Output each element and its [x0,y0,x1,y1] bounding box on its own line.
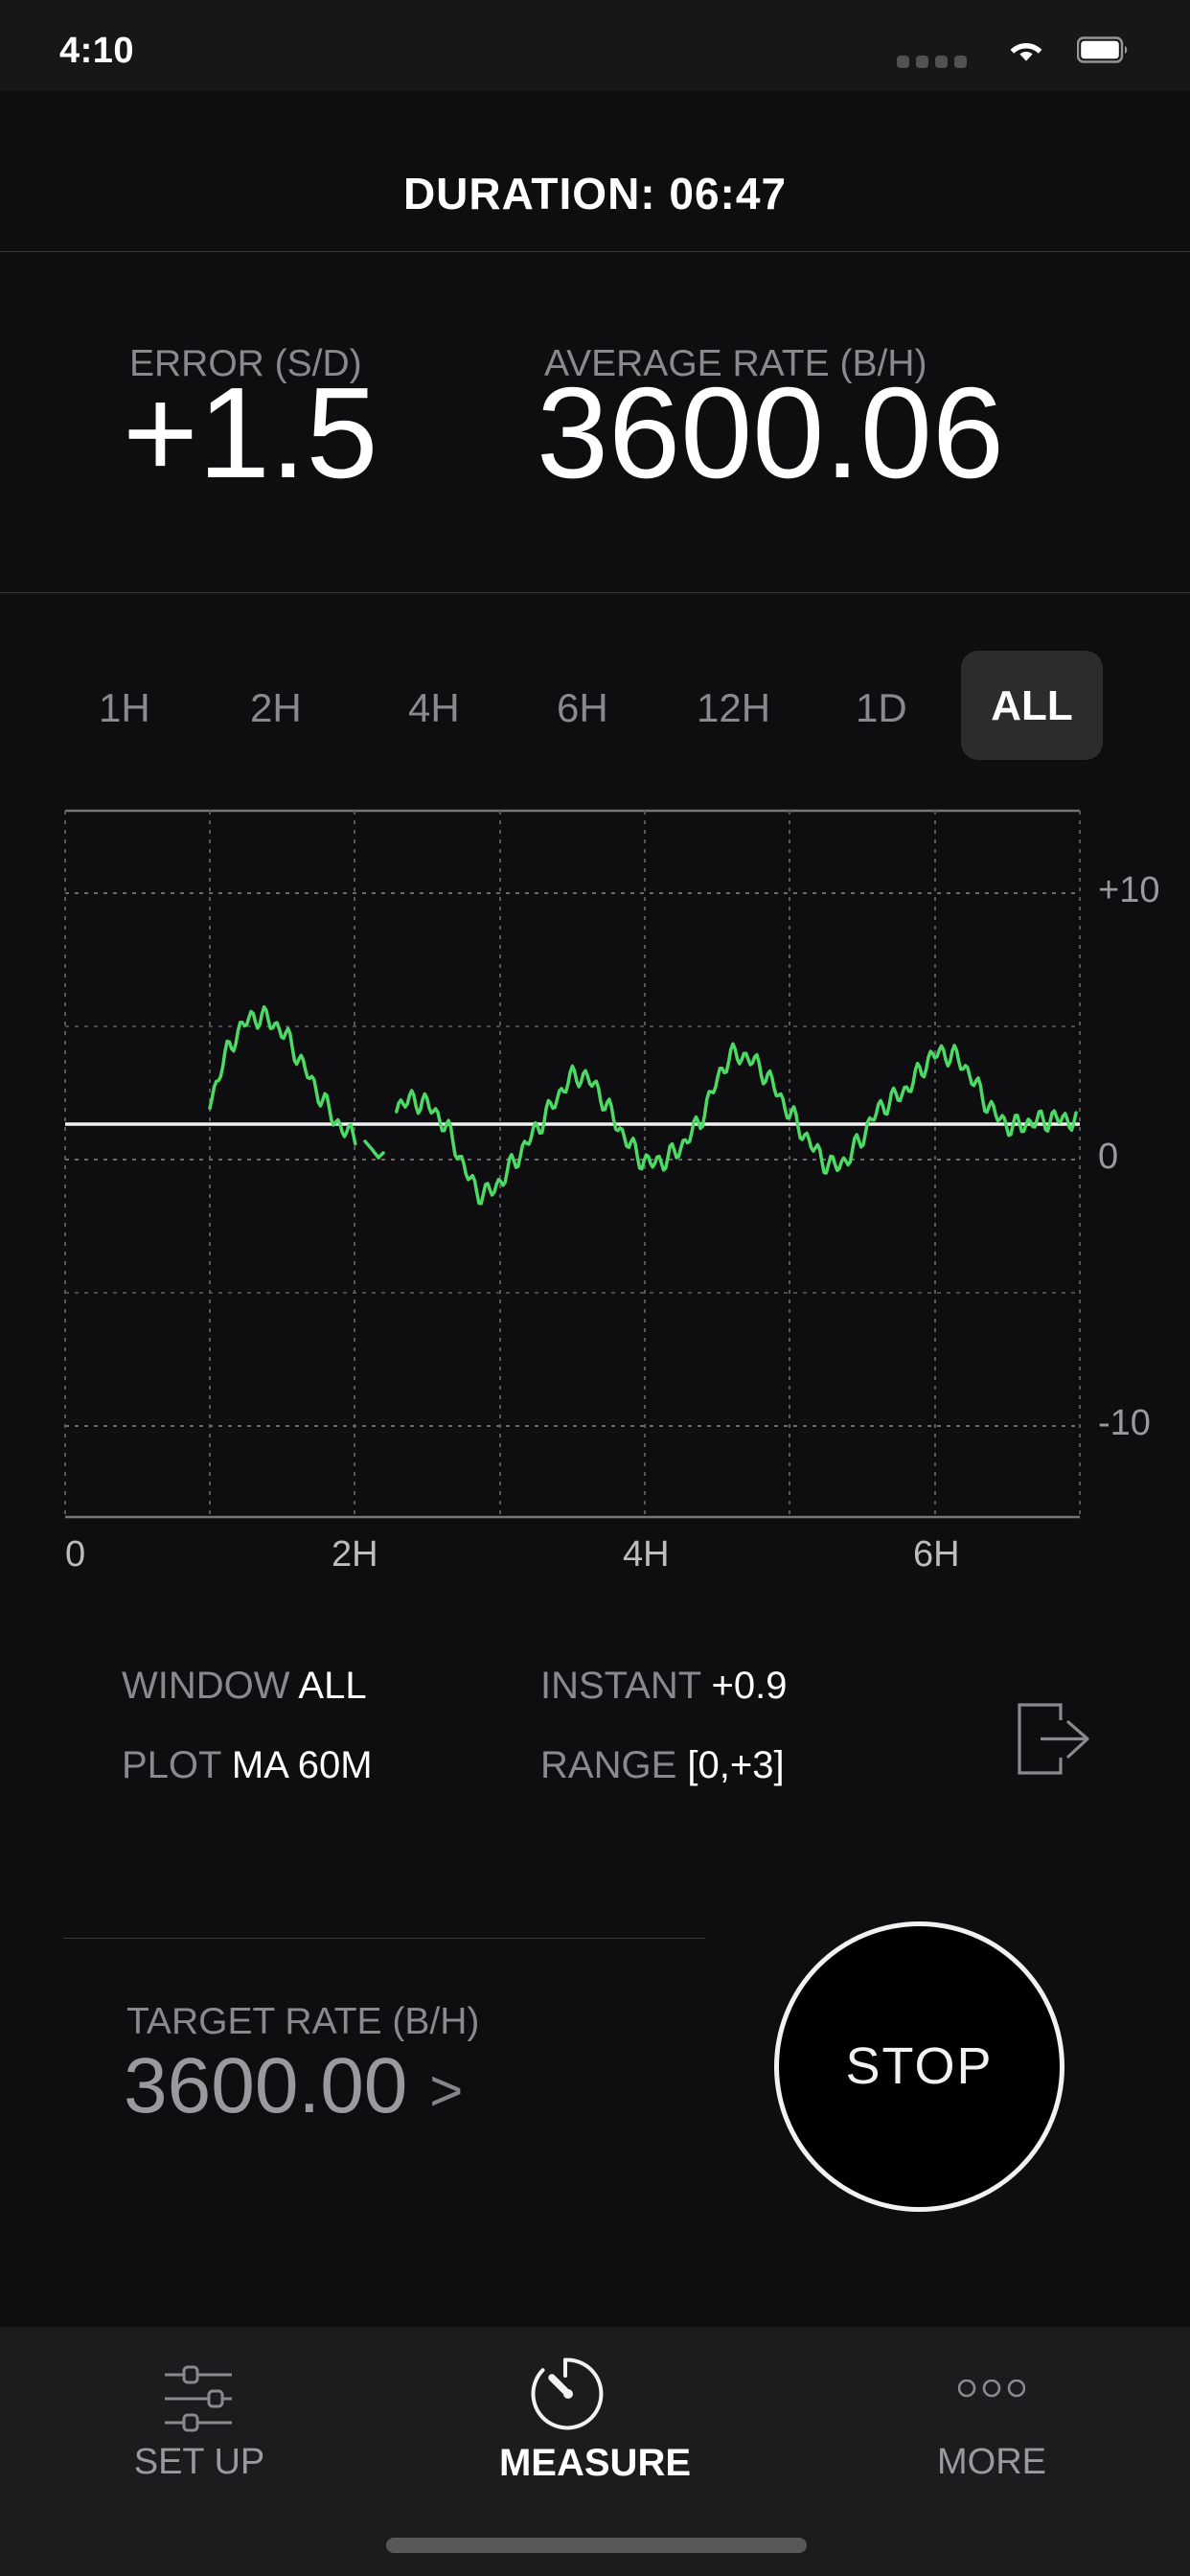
svg-text:STOP: STOP [845,2037,993,2095]
